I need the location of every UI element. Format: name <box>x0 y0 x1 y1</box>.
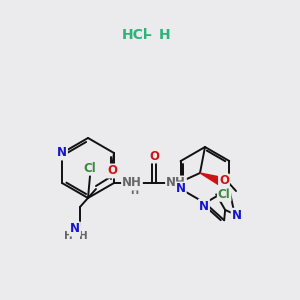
Text: O: O <box>149 149 159 163</box>
Text: N: N <box>70 223 80 236</box>
Text: Cl: Cl <box>218 188 230 201</box>
Text: N: N <box>232 209 242 222</box>
Text: N: N <box>57 146 67 160</box>
Text: N: N <box>199 200 209 212</box>
Polygon shape <box>200 173 221 185</box>
Text: N: N <box>176 182 186 196</box>
Text: NH: NH <box>122 176 142 190</box>
Text: H: H <box>130 186 138 196</box>
Text: H: H <box>79 231 87 241</box>
Text: O: O <box>107 164 117 178</box>
Text: –: – <box>145 28 152 42</box>
Text: H: H <box>159 28 171 42</box>
Text: HCl: HCl <box>122 28 148 42</box>
Text: Cl: Cl <box>84 161 96 175</box>
Text: O: O <box>219 175 229 188</box>
Text: NH: NH <box>166 176 186 190</box>
Text: H: H <box>174 186 182 196</box>
Text: H: H <box>64 231 72 241</box>
